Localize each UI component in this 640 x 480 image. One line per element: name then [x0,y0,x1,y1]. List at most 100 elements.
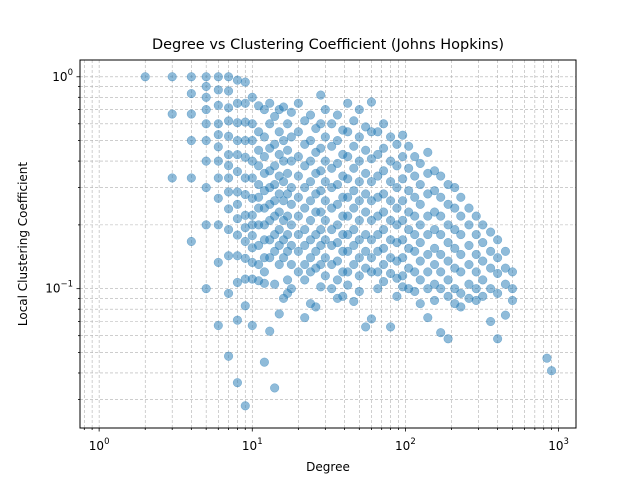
data-point [430,243,440,253]
data-point [274,225,284,235]
data-point [232,277,242,287]
data-point [456,230,466,240]
data-point [500,310,510,320]
data-point [410,246,420,256]
data-point [213,220,223,230]
data-point [140,72,150,82]
data-point [436,211,446,221]
data-point [354,196,364,206]
data-point [293,171,303,181]
data-point [507,267,518,277]
data-point [349,116,359,126]
data-point [224,150,234,160]
data-point [354,156,364,166]
data-point [283,168,293,178]
data-point [415,158,425,168]
data-point [332,136,343,146]
data-point [386,132,396,142]
x-tick-label: 100 [89,437,110,453]
data-point [274,207,284,217]
data-point [201,136,211,146]
data-point [270,279,280,289]
data-point [300,259,310,270]
data-point [366,97,376,107]
data-point [338,291,348,301]
data-point [343,192,353,202]
data-point [436,267,446,277]
data-point [327,141,337,151]
data-point [240,253,250,263]
data-point [410,267,420,277]
data-point [283,211,293,221]
data-point [379,207,389,217]
data-point [386,268,396,278]
data-point [247,210,257,220]
data-point [464,240,474,250]
data-point [186,72,196,82]
data-point [224,72,234,82]
data-point [443,238,453,248]
data-point [224,251,234,261]
data-point [286,183,296,193]
data-point [349,141,359,151]
data-point [332,158,343,168]
data-point [300,116,310,126]
data-point [286,132,296,142]
data-point [254,240,264,250]
data-point [361,189,371,199]
data-point [436,171,446,181]
data-point [349,259,359,270]
data-point [373,127,383,137]
data-point [232,187,242,197]
data-point [259,357,269,367]
data-point [286,156,296,166]
data-point [456,211,466,221]
data-point [392,183,402,193]
data-point [386,156,396,166]
data-point [464,279,474,289]
data-point [305,253,316,263]
data-point [240,236,250,247]
data-point [213,156,223,166]
data-point [386,196,396,206]
data-point [186,236,196,247]
data-point [274,149,284,159]
data-point [430,166,440,176]
data-point [366,154,376,164]
data-point [493,268,503,278]
data-point [300,240,310,250]
data-point [224,161,234,171]
data-point [436,284,446,294]
data-point [398,152,408,162]
data-point [327,119,337,129]
data-point [270,161,280,171]
data-point [379,119,389,129]
data-point [343,267,353,277]
data-point [404,141,414,151]
data-point [316,282,326,292]
data-point [443,256,453,266]
data-point [379,166,389,176]
data-point [343,152,353,162]
data-point [493,288,503,298]
data-point [286,199,296,209]
data-point [332,220,343,230]
data-point [450,225,460,235]
data-point [278,177,289,187]
data-point [361,246,371,256]
data-point [240,401,250,411]
data-point [224,187,234,197]
chart-title: Degree vs Clustering Coefficient (Johns … [152,37,504,53]
data-point [265,98,275,108]
data-point [366,215,376,225]
data-point [278,156,289,166]
data-point [486,284,496,294]
data-point [430,186,440,196]
data-point [300,203,310,213]
data-point [213,85,223,95]
data-point [443,275,453,285]
data-point [450,243,460,253]
data-point [354,286,364,297]
data-point [224,131,234,141]
